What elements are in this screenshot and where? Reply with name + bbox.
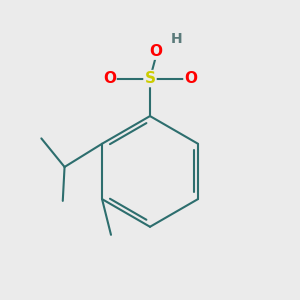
Text: O: O bbox=[103, 71, 116, 86]
Text: S: S bbox=[145, 71, 155, 86]
Text: O: O bbox=[184, 71, 197, 86]
Text: O: O bbox=[149, 44, 162, 59]
Text: H: H bbox=[171, 32, 183, 46]
